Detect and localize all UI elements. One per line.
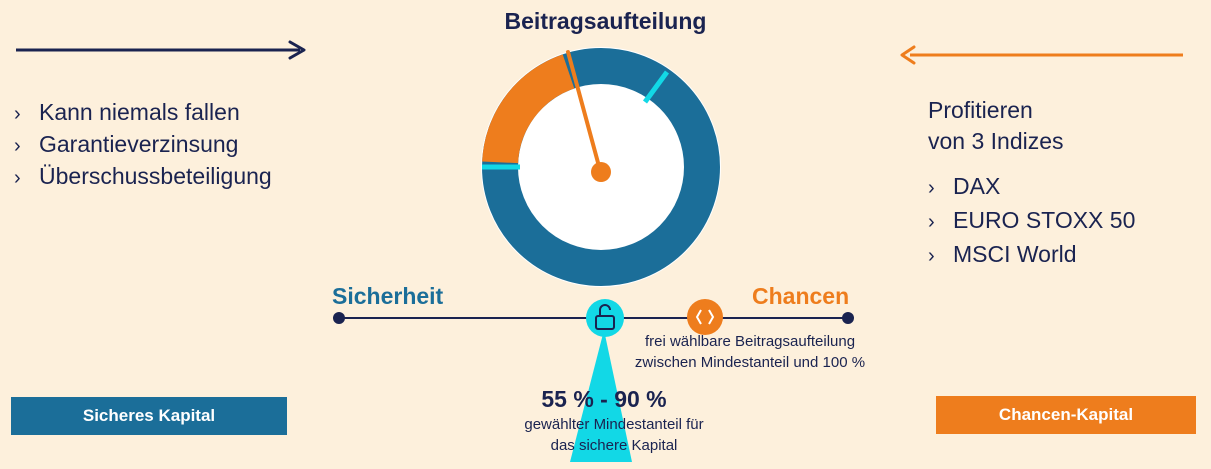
chevron-right-icon: › (14, 103, 21, 125)
donut-orange-segment (482, 54, 575, 164)
chevron-right-icon: › (928, 177, 935, 199)
list-item: › EURO STOXX 50 (928, 204, 1135, 238)
unlock-icon[interactable] (586, 299, 624, 337)
chevron-right-icon: › (14, 167, 21, 189)
slider-right-end (842, 312, 854, 324)
chances-label: Chancen (752, 283, 850, 309)
free-allocation-text: frei wählbare Beitragsaufteilung zwische… (634, 333, 866, 371)
code-brackets-icon[interactable] (687, 299, 723, 335)
min-share-range: 55 % - 90 % (541, 386, 667, 412)
slider-left-end (333, 312, 345, 324)
indices-heading: Profitieren von 3 Indizes (928, 97, 1064, 154)
arrow-right-icon (16, 40, 306, 60)
chevron-right-icon: › (14, 135, 21, 157)
diagram-title: Beitragsaufteilung (504, 8, 707, 34)
allocation-donut (481, 47, 721, 287)
chevron-right-icon: › (928, 245, 935, 267)
donut-cyan-marker-right (642, 70, 670, 104)
donut-needle (566, 50, 602, 172)
donut-needle-hub (591, 162, 611, 182)
list-item: › DAX (928, 170, 1135, 204)
chevron-right-icon: › (928, 211, 935, 233)
chance-capital-box: Chancen-Kapital (936, 396, 1196, 434)
selection-wedge (570, 330, 632, 462)
arrow-left-icon (900, 45, 1183, 65)
list-item: › MSCI World (928, 238, 1135, 272)
security-label: Sicherheit (332, 283, 444, 309)
list-item: › Kann niemals fallen (14, 97, 272, 129)
safe-capital-box: Sicheres Kapital (11, 397, 287, 435)
list-item: › Überschussbeteiligung (14, 161, 272, 193)
min-share-description: gewählter Mindestanteil für das sichere … (524, 416, 704, 454)
list-item: › Garantieverzinsung (14, 129, 272, 161)
safe-features-list: › Kann niemals fallen › Garantieverzinsung… (14, 97, 272, 193)
indices-list: › DAX › EURO STOXX 50 › MSCI World (928, 170, 1135, 272)
